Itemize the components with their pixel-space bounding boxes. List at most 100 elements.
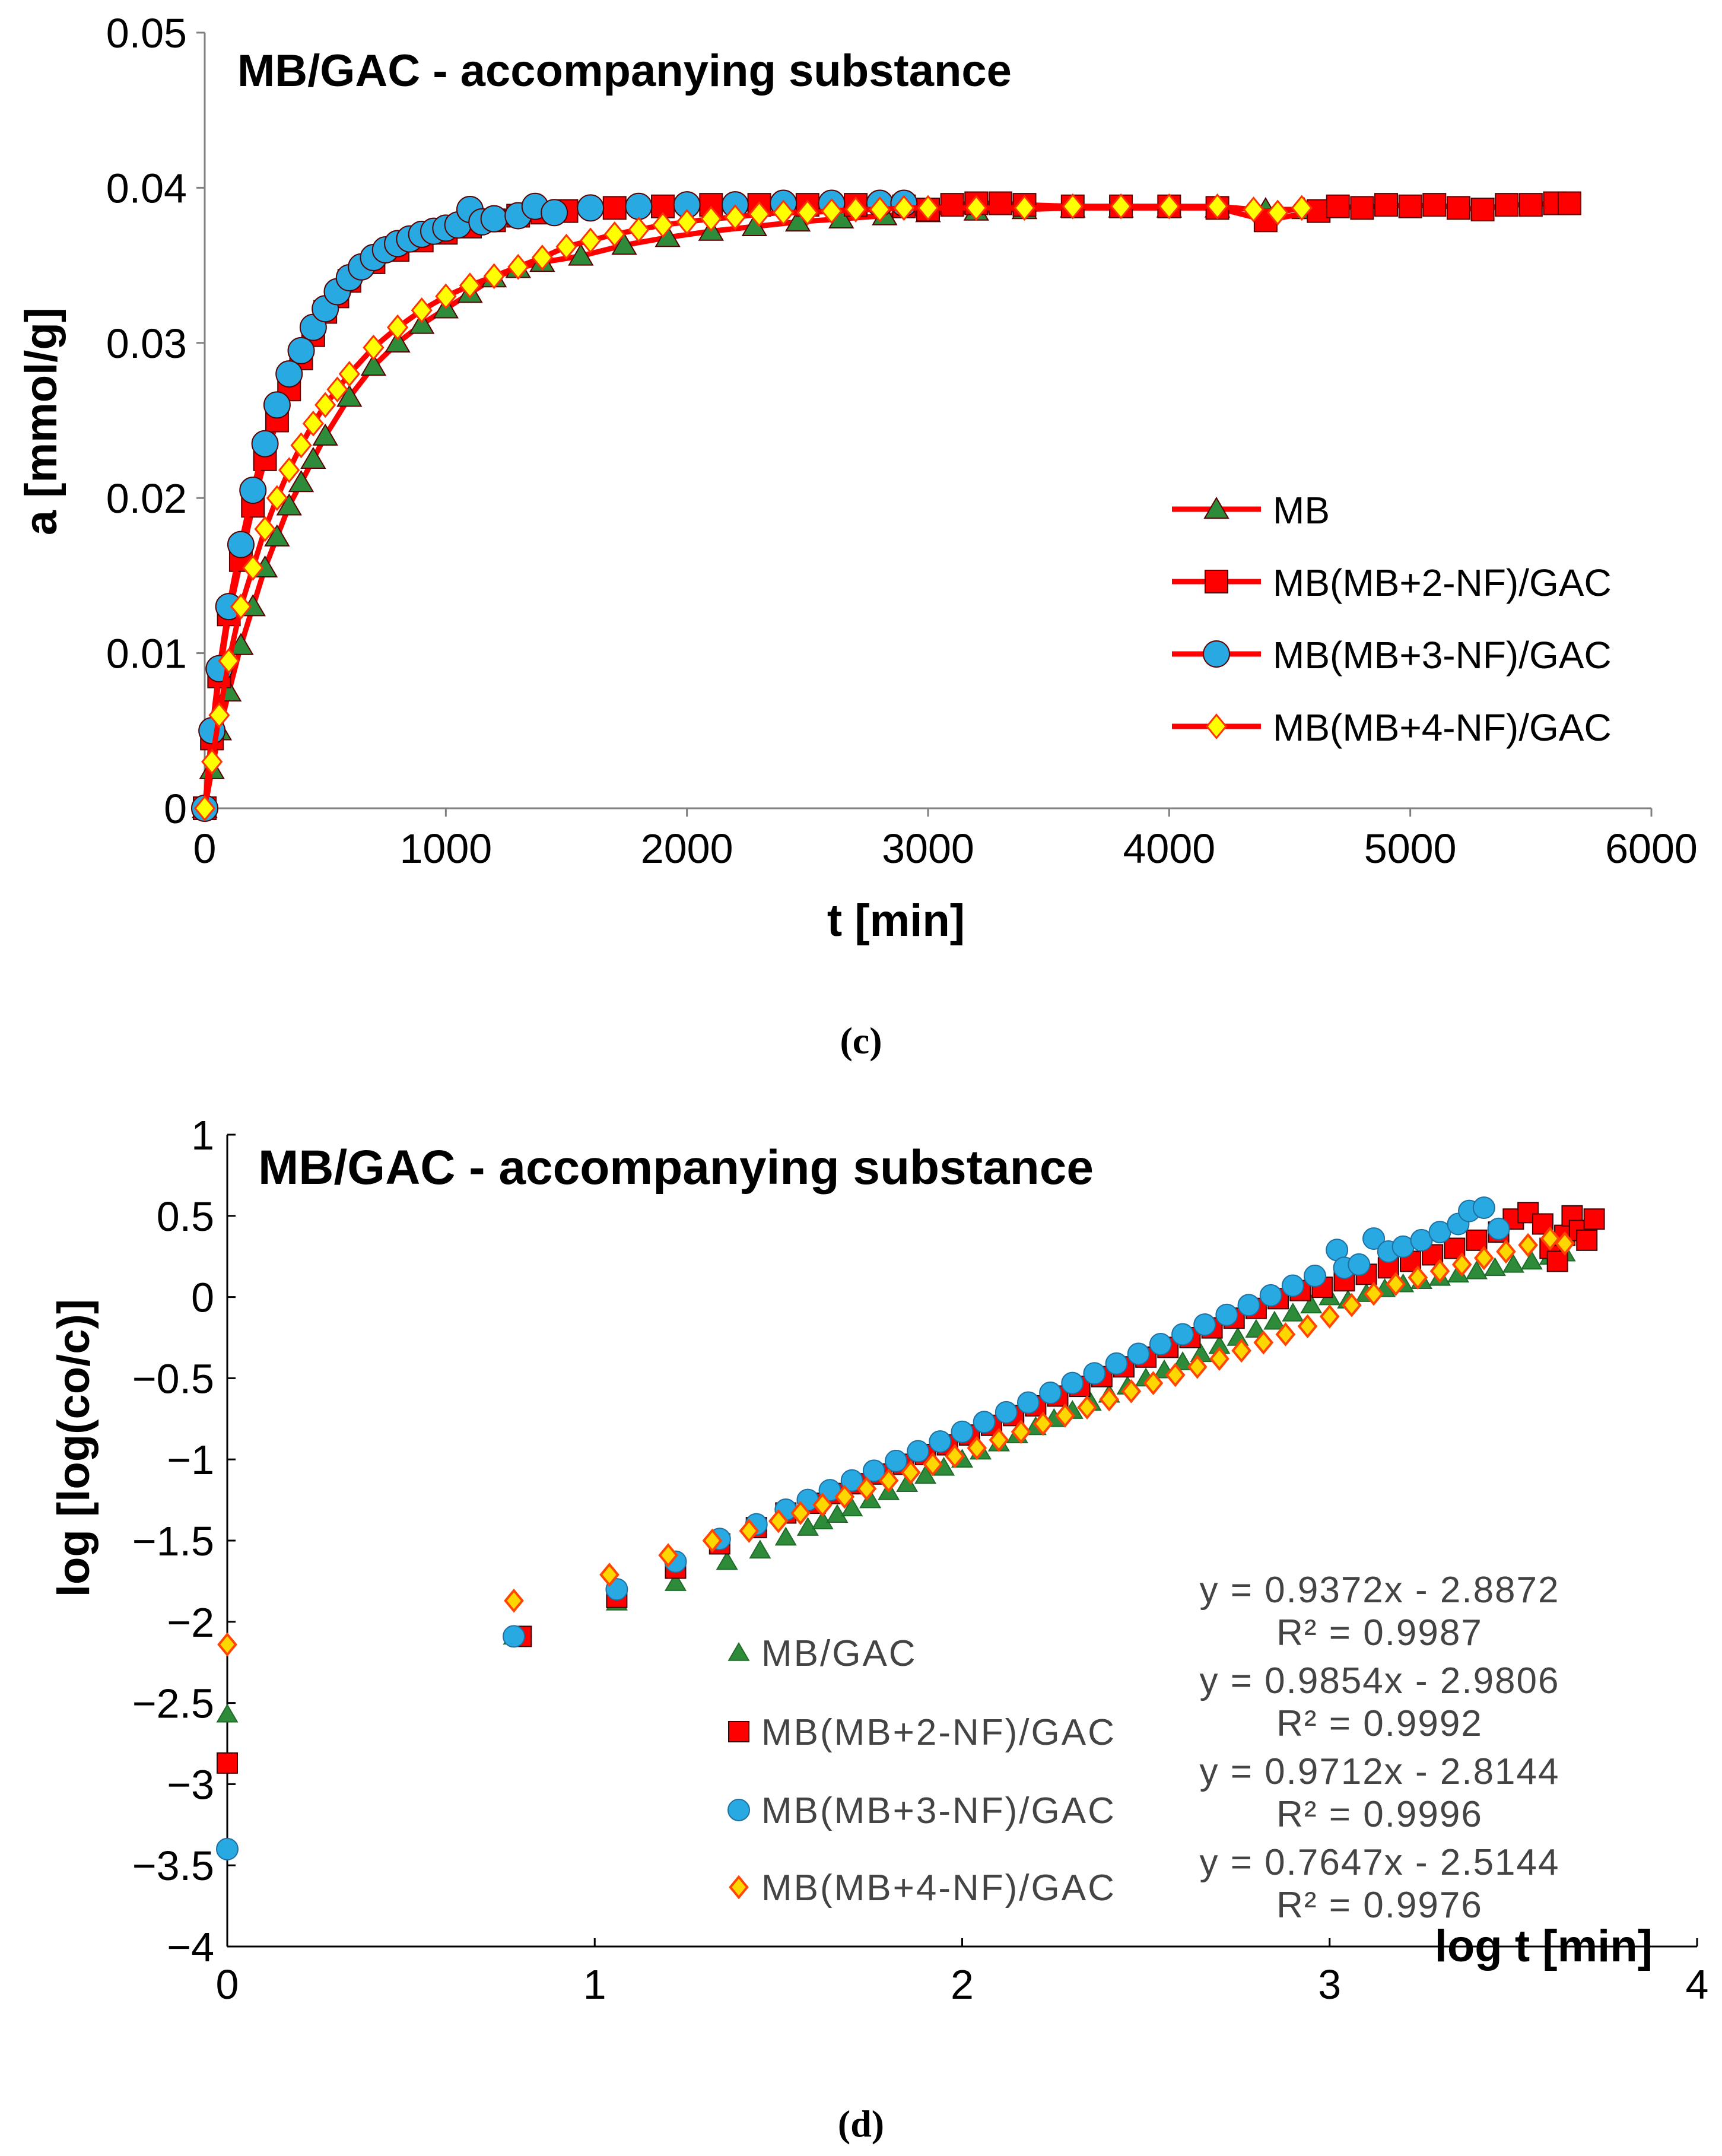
x-tick-label-c: 5000 — [1364, 825, 1457, 872]
y-tick-label-d: −4 — [167, 1924, 214, 1970]
series-mb-mb-4-nf-gac-c — [193, 193, 1313, 821]
data-point — [749, 1539, 771, 1559]
data-point — [907, 1440, 930, 1463]
data-point — [841, 1497, 863, 1517]
y-axis-label-d: log [log(co/c)] — [49, 1299, 99, 1597]
data-point — [193, 795, 216, 821]
data-point — [326, 376, 348, 403]
data-point — [555, 233, 577, 260]
data-point — [1518, 1233, 1538, 1258]
data-point — [1398, 194, 1422, 218]
data-point — [363, 334, 385, 361]
data-point — [1032, 1411, 1053, 1436]
data-point — [1282, 1302, 1304, 1322]
data-point — [821, 198, 843, 224]
data-point — [1386, 1272, 1406, 1297]
legend-label: MB/GAC — [761, 1633, 917, 1674]
data-point — [917, 195, 939, 221]
data-point — [1083, 1362, 1106, 1385]
data-point — [541, 199, 568, 227]
data-point — [845, 196, 867, 223]
data-point — [1465, 1260, 1488, 1279]
series-mb-c — [192, 195, 1317, 818]
data-point — [878, 1468, 899, 1493]
y-axis-label-c: a [mmol/g] — [16, 307, 66, 535]
x-tick-label-c: 6000 — [1605, 825, 1698, 872]
trendline-equation: y = 0.9712x - 2.8144 — [1199, 1751, 1559, 1792]
x-axis-label-d: log t [min] — [1435, 1921, 1653, 1971]
x-tick-label-d: 3 — [1318, 1961, 1341, 2008]
y-tick-label-d: 0.5 — [157, 1193, 214, 1240]
legend-marker — [1203, 640, 1230, 668]
data-point — [1583, 1208, 1605, 1230]
legend-item-mb-gac-d: MB/GAC — [727, 1633, 917, 1674]
data-point — [796, 199, 818, 226]
series-line — [202, 201, 904, 809]
data-point — [1245, 1319, 1267, 1338]
data-point — [1429, 1259, 1450, 1284]
x-tick-label-c: 2000 — [641, 825, 733, 872]
data-point — [239, 477, 267, 504]
y-tick-label-c: 0.01 — [106, 631, 187, 677]
data-point — [1576, 1229, 1598, 1251]
data-point — [1297, 1314, 1318, 1339]
data-point — [278, 457, 300, 484]
data-point — [812, 1493, 833, 1517]
data-point — [676, 209, 698, 235]
y-tick-label-d: 0 — [191, 1275, 214, 1321]
data-point — [1193, 1313, 1216, 1336]
data-point — [504, 1588, 524, 1613]
legend-marker — [727, 1642, 750, 1661]
y-tick-label-d: −0.5 — [132, 1355, 214, 1402]
data-point — [1253, 1330, 1274, 1355]
data-point — [1291, 195, 1313, 221]
series-line — [202, 204, 1302, 809]
legend-marker — [728, 1721, 749, 1742]
x-tick-label-d: 1 — [583, 1961, 606, 2008]
legend-item-mb-mb-2-nf-gac-c: MB(MB+2-NF)/GAC — [1172, 561, 1612, 604]
data-point — [1215, 1303, 1238, 1326]
data-point — [1127, 1342, 1150, 1366]
legend-item-mb-mb-3-nf-gac-c: MB(MB+3-NF)/GAC — [1172, 634, 1612, 677]
y-tick-label-c: 0.05 — [106, 10, 187, 56]
data-point — [965, 195, 987, 221]
data-point — [1364, 1281, 1384, 1306]
chart-title-d: MB/GAC - accompanying substance — [258, 1141, 1094, 1195]
data-point — [290, 432, 312, 459]
data-point — [1259, 1284, 1282, 1307]
data-point — [1039, 1382, 1062, 1405]
data-point — [834, 1484, 855, 1509]
y-tick-label-d: −3.5 — [132, 1843, 214, 1889]
legend-item-mb-mb-4-nf-gac-d: MB(MB+4-NF)/GAC — [729, 1868, 1114, 1909]
data-point — [312, 423, 338, 446]
data-point — [1518, 193, 1543, 217]
legend-marker — [1205, 570, 1228, 593]
data-point — [951, 1420, 974, 1443]
legend-label: MB(MB+3-NF)/GAC — [1273, 634, 1612, 677]
data-point — [1267, 199, 1289, 226]
data-point — [507, 253, 529, 280]
data-point — [1303, 1265, 1326, 1288]
x-tick-label-d: 2 — [951, 1961, 974, 2008]
y-tick-label-d: −2 — [167, 1599, 214, 1646]
data-point — [700, 205, 722, 232]
data-point — [1520, 1250, 1543, 1270]
data-point — [480, 205, 508, 233]
data-point — [208, 702, 230, 729]
data-point — [1187, 1354, 1208, 1379]
data-point — [435, 283, 457, 310]
y-tick-label-c: 0.02 — [106, 475, 187, 522]
trendline-equation: y = 0.9854x - 2.9806 — [1199, 1660, 1559, 1701]
x-axis-label-c: t [min] — [827, 896, 965, 946]
legend-item-mb-mb-2-nf-gac-d: MB(MB+2-NF)/GAC — [728, 1712, 1114, 1753]
legend-marker — [1205, 713, 1228, 739]
legend-item-mb-mb-3-nf-gac-d: MB(MB+3-NF)/GAC — [727, 1790, 1114, 1831]
data-point — [893, 195, 915, 221]
data-point — [900, 1460, 921, 1485]
data-point — [459, 272, 481, 299]
data-point — [336, 385, 363, 407]
axis-ticks-d: 0 1 2 3 4 −4 −3.5 −3 −2.5 −2 −1.5 −1 −0.5 0 0.5 1 — [132, 1112, 1709, 2008]
data-point — [385, 330, 411, 353]
